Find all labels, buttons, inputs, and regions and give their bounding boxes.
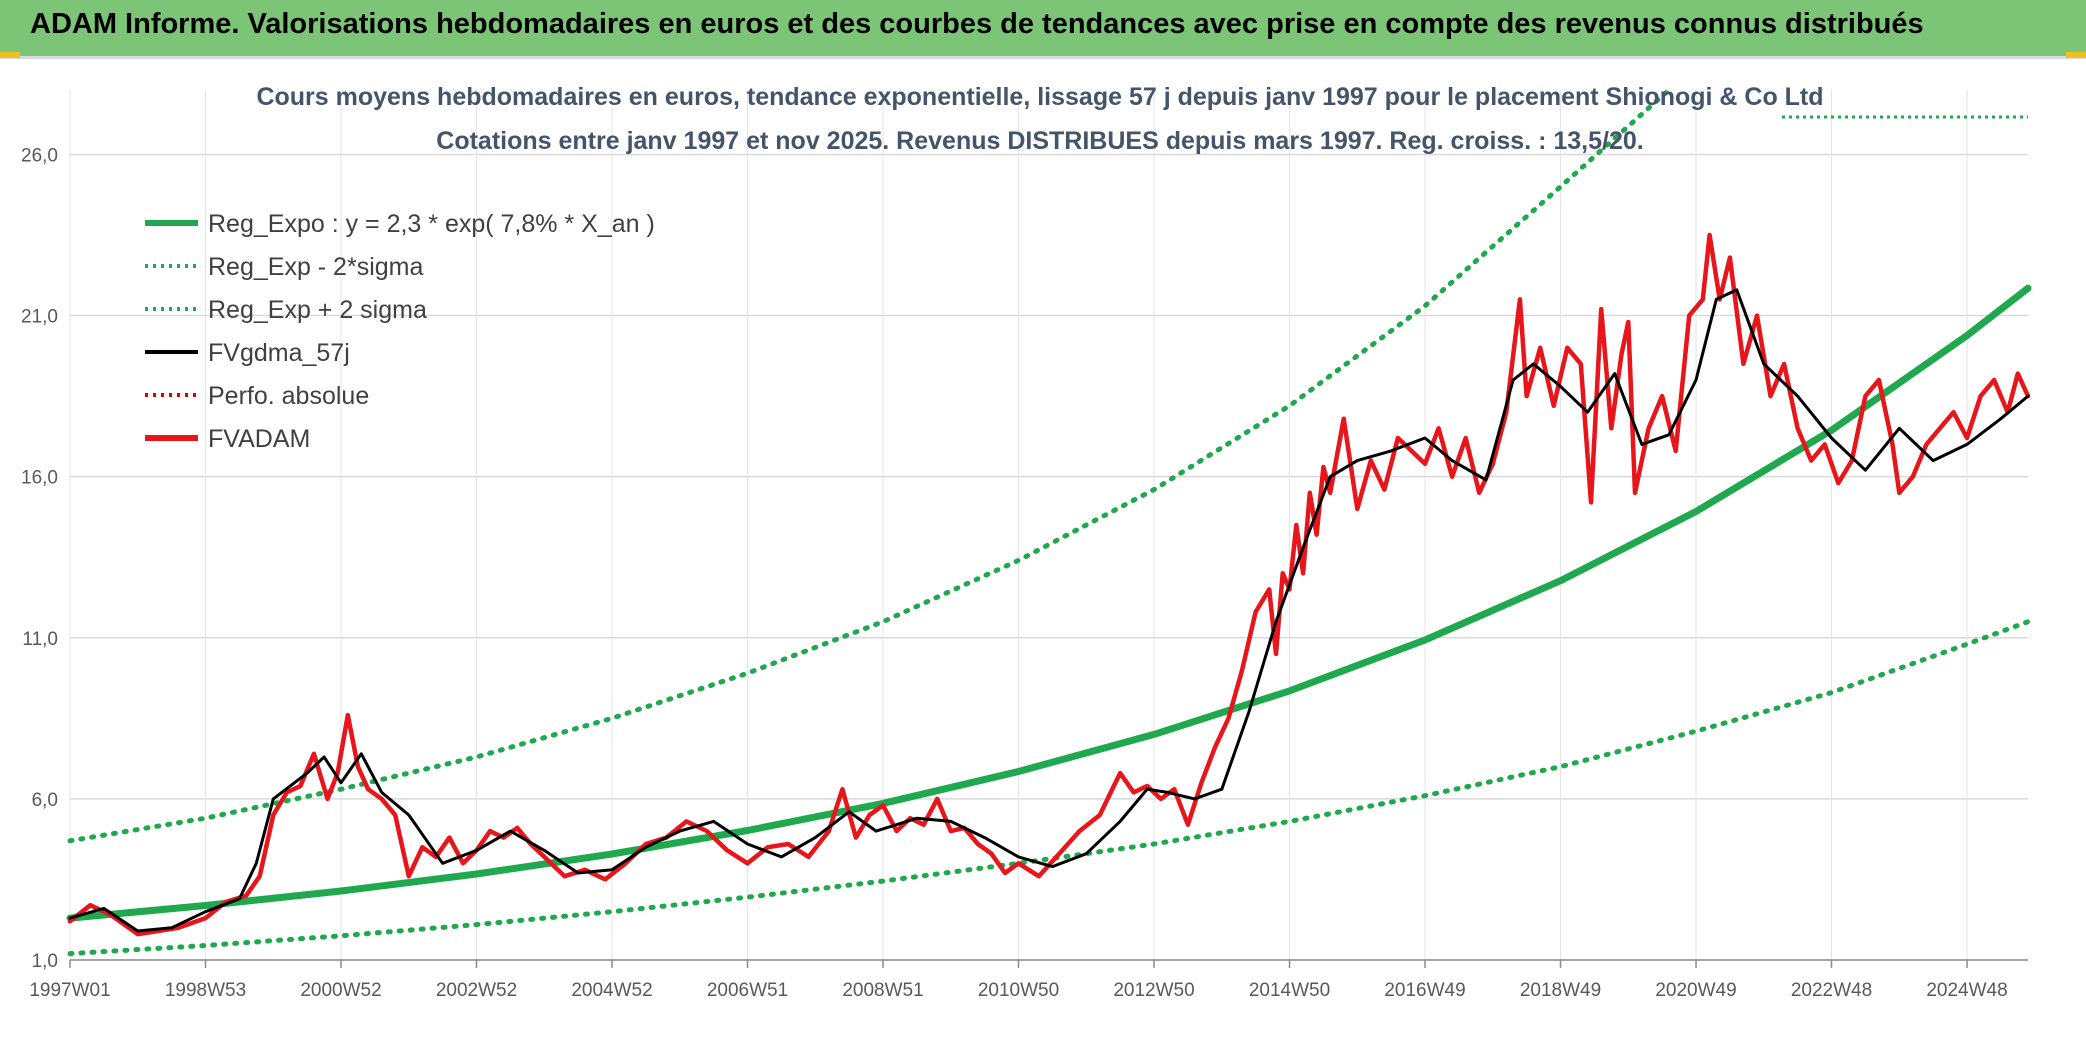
series-line-reg-expo-y-2-3-exp-7-8-x-an [66, 284, 2032, 922]
chart-subtitle: Cotations entre janv 1997 et nov 2025. R… [436, 127, 1643, 155]
y-tick-label: 26,0 [21, 145, 58, 166]
y-tick-label: 16,0 [21, 468, 58, 489]
y-tick-label: 6,0 [32, 790, 58, 811]
x-tick-label: 2010W50 [978, 980, 1059, 1001]
chart-series [66, 87, 2032, 957]
y-tick-label: 11,0 [22, 629, 58, 650]
x-tick-label: 1998W53 [165, 980, 246, 1001]
y-tick-label: 21,0 [21, 307, 58, 328]
series-line-reg-exp-2-sigma [67, 87, 1672, 844]
x-tick-label: 2012W50 [1113, 980, 1194, 1001]
valuation-chart: 1,0 6,0 11,0 16,0 21,0 26,0 1997W01 1998W53 2000… [21, 83, 2032, 1001]
legend-label: Perfo. absolue [208, 382, 369, 410]
x-tick-label: 2002W52 [436, 980, 517, 1001]
report-banner: ADAM Informe. Valorisations hebdomadaire… [0, 0, 2086, 59]
chart-axes: 1,0 6,0 11,0 16,0 21,0 26,0 1997W01 1998W53 2000… [21, 145, 2028, 1001]
legend-label: Reg_Expo : y = 2,3 * exp( 7,8% * X_an ) [208, 210, 655, 238]
x-tick-label: 2024W48 [1926, 980, 2007, 1001]
banner-corner-mark-right [2066, 52, 2086, 58]
series-line-reg-exp-2-sigma [67, 619, 2031, 957]
legend-label: Reg_Exp + 2 sigma [208, 296, 427, 324]
legend-label: Reg_Exp - 2*sigma [208, 253, 423, 281]
chart-legend: Reg_Expo : y = 2,3 * exp( 7,8% * X_an ) R… [145, 210, 655, 453]
x-tick-label: 1997W01 [29, 980, 110, 1001]
x-tick-label: 2014W50 [1249, 980, 1330, 1001]
y-tick-label: 1,0 [32, 951, 58, 972]
x-tick-label: 2016W49 [1384, 980, 1465, 1001]
banner-corner-mark-left [0, 52, 20, 58]
legend-label: FVgdma_57j [208, 339, 350, 367]
legend-label: FVADAM [208, 425, 310, 453]
x-tick-label: 2008W51 [842, 980, 923, 1001]
x-tick-label: 2000W52 [300, 980, 381, 1001]
x-tick-label: 2004W52 [571, 980, 652, 1001]
report-title: ADAM Informe. Valorisations hebdomadaire… [30, 8, 1924, 40]
x-tick-label: 2020W49 [1655, 980, 1736, 1001]
x-tick-label: 2022W48 [1791, 980, 1872, 1001]
x-tick-label: 2006W51 [707, 980, 788, 1001]
chart-title: Cours moyens hebdomadaires en euros, ten… [256, 83, 1823, 111]
series-line-fvgdma-57j [68, 288, 2030, 933]
chart-grid [69, 90, 2028, 961]
chart-titles: Cours moyens hebdomadaires en euros, ten… [256, 83, 1823, 155]
x-tick-label: 2018W49 [1520, 980, 1601, 1001]
series-line-fvadam [67, 232, 2031, 937]
